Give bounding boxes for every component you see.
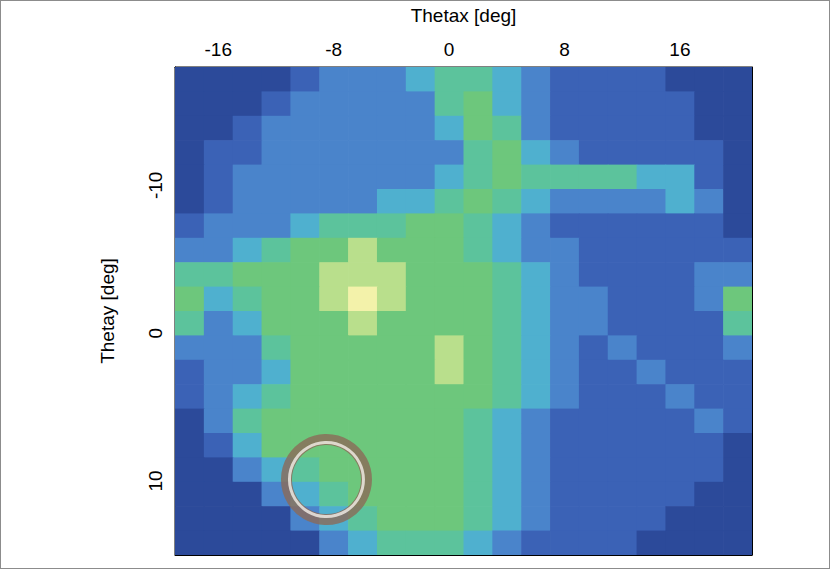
svg-text:8: 8 [559,39,570,60]
svg-text:Thetay [deg]: Thetay [deg] [97,258,118,364]
svg-text:10: 10 [145,470,166,491]
svg-text:0: 0 [444,39,455,60]
svg-text:0: 0 [145,328,166,339]
svg-text:Thetax [deg]: Thetax [deg] [411,5,517,26]
svg-text:-10: -10 [145,172,166,199]
svg-text:16: 16 [669,39,690,60]
svg-text:-16: -16 [205,39,232,60]
svg-text:-8: -8 [325,39,342,60]
